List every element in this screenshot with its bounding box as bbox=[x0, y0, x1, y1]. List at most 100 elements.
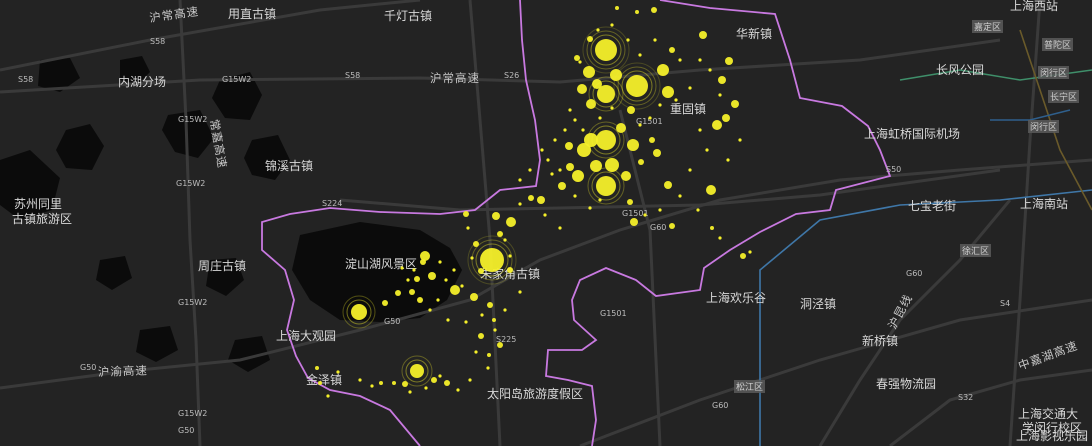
hotspot-dot bbox=[474, 350, 478, 354]
road-shield: G15W2 bbox=[176, 179, 205, 188]
hotspot-dot bbox=[508, 254, 512, 258]
hotspot-point bbox=[627, 199, 633, 205]
road-shield: S26 bbox=[504, 71, 519, 80]
hotspot-dot bbox=[452, 268, 456, 272]
hotspot-point bbox=[605, 158, 619, 172]
hotspot-dot bbox=[428, 308, 432, 312]
hotspot-point bbox=[610, 69, 622, 81]
place-label-dongjing: 洞泾镇 bbox=[800, 297, 836, 311]
place-label-huaxin: 华新镇 bbox=[736, 26, 772, 41]
hotspot-dot bbox=[610, 23, 614, 27]
district-box-label: 闵行区 bbox=[1028, 120, 1059, 133]
hotspot-dot bbox=[598, 198, 602, 202]
place-label-tongli1: 苏州同里 bbox=[14, 197, 62, 211]
hotspot-point bbox=[409, 289, 415, 295]
hotspot-point bbox=[706, 185, 716, 195]
hotspot-dot bbox=[626, 38, 630, 42]
hotspot-point bbox=[497, 231, 503, 237]
place-label-huanle: 上海欢乐谷 bbox=[706, 290, 766, 305]
hotspot-point bbox=[722, 114, 730, 122]
place-label-zhouzhuang: 周庄古镇 bbox=[198, 258, 246, 273]
hotspot-dot bbox=[696, 208, 700, 212]
hotspot-point bbox=[718, 76, 726, 84]
hotspot-dot bbox=[370, 384, 374, 388]
hotspot-point bbox=[592, 79, 602, 89]
hotspot-point bbox=[577, 84, 587, 94]
hotspot-point bbox=[395, 290, 401, 296]
hotspot-point bbox=[417, 297, 423, 303]
road-shield: G60 bbox=[712, 401, 728, 410]
place-label-dianshan: 淀山湖风景区 bbox=[345, 256, 417, 271]
hotspot-dot bbox=[653, 38, 657, 42]
hotspot-dot bbox=[400, 266, 404, 270]
hotspot-dot bbox=[466, 226, 470, 230]
road-shield: G1501 bbox=[600, 309, 627, 318]
hotspot-point bbox=[450, 285, 460, 295]
hotspot-point bbox=[537, 196, 545, 204]
road-label-huchang1: 沪常高速 bbox=[148, 4, 199, 25]
hotspot-point bbox=[492, 212, 500, 220]
hotspot-point bbox=[342, 295, 376, 329]
district-box-label: 嘉定区 bbox=[972, 20, 1003, 33]
place-label-neihu: 内湖分场 bbox=[118, 74, 166, 89]
hotspot-dot bbox=[698, 58, 702, 62]
road-shield: G50 bbox=[384, 317, 400, 326]
hotspot-dot bbox=[503, 308, 507, 312]
hotspot-layer bbox=[315, 6, 752, 398]
hotspot-point bbox=[565, 142, 573, 150]
hotspot-dot bbox=[460, 284, 464, 288]
road-shield: S58 bbox=[345, 71, 360, 80]
hotspot-dot bbox=[468, 378, 472, 382]
place-label-qibao: 七宝老街 bbox=[908, 199, 956, 213]
svg-text:闵行区: 闵行区 bbox=[1040, 67, 1067, 79]
hotspot-dot bbox=[438, 374, 442, 378]
hotspot-point bbox=[470, 293, 478, 301]
hotspot-dot bbox=[748, 250, 752, 254]
hotspot-point bbox=[379, 381, 383, 385]
place-label-jiaoda1: 上海交通大 bbox=[1018, 406, 1078, 421]
hotspot-point bbox=[635, 10, 639, 14]
hotspot-dot bbox=[546, 158, 550, 162]
hotspot-point bbox=[710, 226, 714, 230]
hotspot-dot bbox=[550, 172, 554, 176]
hotspot-dot bbox=[718, 236, 722, 240]
road-shield: S225 bbox=[496, 335, 516, 344]
place-label-chunshen: 春强物流园 bbox=[876, 377, 936, 391]
hotspot-dot bbox=[464, 320, 468, 324]
hotspot-point bbox=[621, 171, 631, 181]
hotspot-point bbox=[487, 353, 491, 357]
hotspot-dot bbox=[563, 128, 567, 132]
hotspot-point bbox=[583, 66, 595, 78]
hotspot-dot bbox=[674, 98, 678, 102]
hotspot-point bbox=[420, 251, 430, 261]
hotspot-point bbox=[574, 55, 580, 61]
hotspot-dot bbox=[558, 168, 562, 172]
place-label-tongli2: 古镇旅游区 bbox=[12, 211, 72, 226]
hotspot-point bbox=[428, 272, 436, 280]
hotspot-dot bbox=[493, 328, 497, 332]
place-label-hongqiao: 上海虹桥国际机场 bbox=[864, 126, 960, 141]
road-shield: G60 bbox=[906, 269, 922, 278]
hotspot-dot bbox=[581, 128, 585, 132]
hotspot-dot bbox=[518, 202, 522, 206]
place-label-shxizhan: 上海西站 bbox=[1010, 0, 1058, 13]
district-box-label: 徐汇区 bbox=[960, 244, 991, 257]
road-shield: S58 bbox=[150, 37, 165, 46]
hotspot-point bbox=[664, 181, 672, 189]
hotspot-point bbox=[669, 223, 675, 229]
hotspot-dot bbox=[726, 158, 730, 162]
road-shield: G15W2 bbox=[178, 298, 207, 307]
hotspot-dot bbox=[336, 370, 340, 374]
place-label-luzhi: 用直古镇 bbox=[228, 6, 276, 21]
hotspot-dot bbox=[610, 106, 614, 110]
place-label-jiaoda2: 学闵行校区 bbox=[1022, 420, 1082, 435]
hotspot-point bbox=[590, 160, 602, 172]
hotspot-point bbox=[662, 86, 674, 98]
hotspot-point bbox=[613, 62, 661, 110]
water-bodies bbox=[0, 56, 462, 372]
place-label-dagu: 上海大观园 bbox=[276, 328, 336, 343]
hotspot-dot bbox=[578, 60, 582, 64]
hotspot-point bbox=[638, 159, 644, 165]
